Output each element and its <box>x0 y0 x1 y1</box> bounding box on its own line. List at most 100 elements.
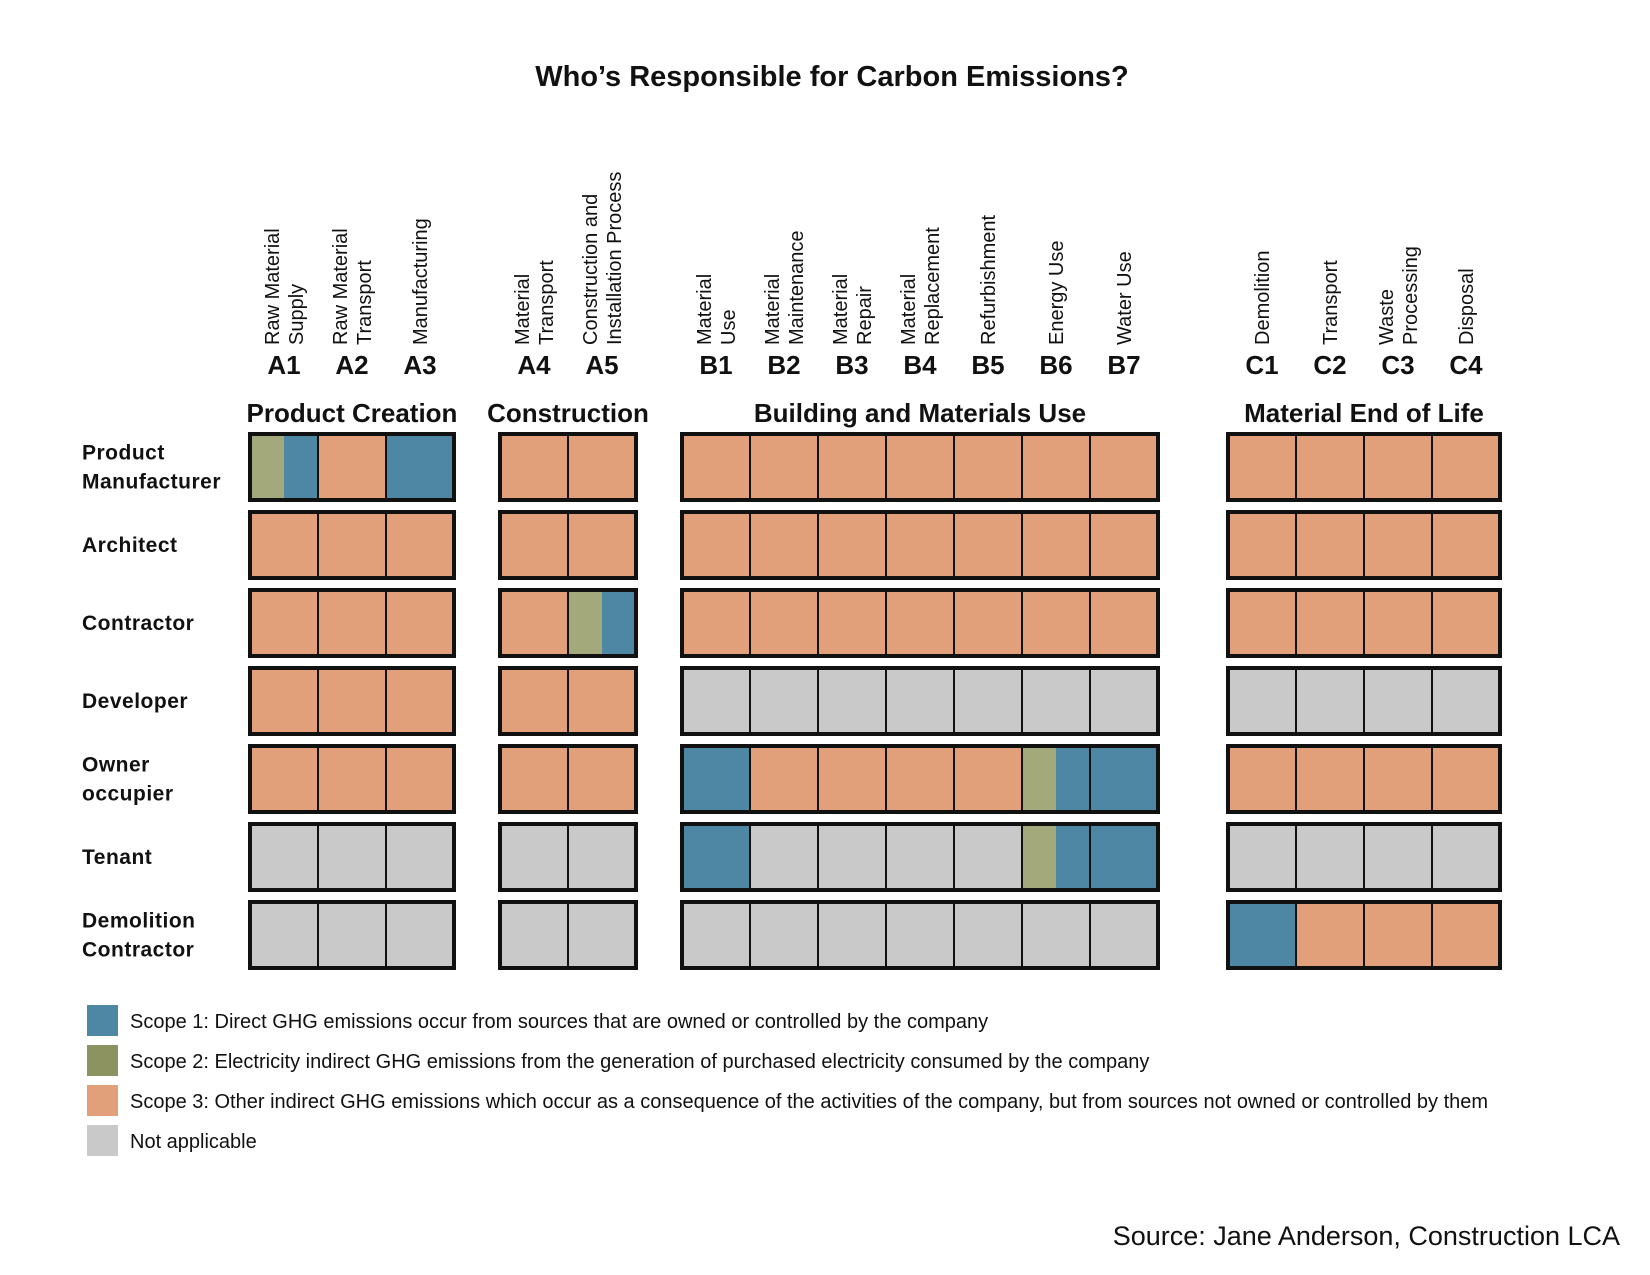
cell-4-a1 <box>250 668 318 734</box>
group-block-border-3-1 <box>248 588 456 658</box>
cell-3-b6 <box>1022 590 1090 656</box>
stage-label-a2-line2: Transport <box>354 260 376 345</box>
stage-label-b2-line1: Material <box>762 274 784 345</box>
cell-1-b4 <box>886 434 954 500</box>
group-block-border-2-1 <box>248 510 456 580</box>
cell-5-b6-part1 <box>1022 746 1056 812</box>
group-label-4: Material End of Life <box>1244 398 1484 428</box>
cell-2-b2 <box>750 512 818 578</box>
cell-4-b1 <box>682 668 750 734</box>
cell-5-a4 <box>500 746 568 812</box>
cell-6-b6-part2 <box>1056 824 1090 890</box>
cell-2-a5 <box>568 512 636 578</box>
stage-label-b1-line1: Material <box>694 274 716 345</box>
cell-6-c2 <box>1296 824 1364 890</box>
group-block-border-2-3 <box>680 510 1160 580</box>
cell-7-b1 <box>682 902 750 968</box>
group-block-border-2-4 <box>1226 510 1502 580</box>
stage-label-b3-line1: Material <box>830 274 852 345</box>
cell-4-c1 <box>1228 668 1296 734</box>
stage-label-b5-line1: Refurbishment <box>978 214 1000 345</box>
cell-2-c1 <box>1228 512 1296 578</box>
group-block-border-4-4 <box>1226 666 1502 736</box>
stage-code-b2: B2 <box>767 350 800 380</box>
stage-label-a1-line2: Supply <box>286 284 308 345</box>
cell-3-b2 <box>750 590 818 656</box>
cell-5-b7 <box>1090 746 1158 812</box>
cell-4-c3 <box>1364 668 1432 734</box>
cell-1-a1-part1 <box>250 434 284 500</box>
cell-1-c3 <box>1364 434 1432 500</box>
cell-1-a3 <box>386 434 454 500</box>
group-block-border-1-1 <box>248 432 456 502</box>
cell-4-a2 <box>318 668 386 734</box>
cell-7-a2 <box>318 902 386 968</box>
group-block-border-7-1 <box>248 900 456 970</box>
cell-2-c3 <box>1364 512 1432 578</box>
stage-labels: Raw Material Supply Raw Material Transport M… <box>262 172 1478 345</box>
cell-4-b5 <box>954 668 1022 734</box>
cell-3-c1 <box>1228 590 1296 656</box>
legend-swatch-scope3 <box>87 1085 118 1116</box>
cell-3-c3 <box>1364 590 1432 656</box>
group-block-border-3-2 <box>498 588 638 658</box>
cell-6-b7 <box>1090 824 1158 890</box>
group-block-border-4-1 <box>248 666 456 736</box>
cell-5-b4 <box>886 746 954 812</box>
cell-7-a4 <box>500 902 568 968</box>
legend-swatch-scope1 <box>87 1005 118 1036</box>
row-label-3-line1: Contractor <box>82 612 194 635</box>
legend-swatch-na <box>87 1125 118 1156</box>
row-label-7-line2: Contractor <box>82 939 194 962</box>
cell-6-b4 <box>886 824 954 890</box>
cell-4-a4 <box>500 668 568 734</box>
cell-5-a3 <box>386 746 454 812</box>
cell-5-b1 <box>682 746 750 812</box>
stage-code-c2: C2 <box>1313 350 1346 380</box>
group-block-border-2-2 <box>498 510 638 580</box>
cell-5-b2 <box>750 746 818 812</box>
cell-4-a5 <box>568 668 636 734</box>
cell-2-b4 <box>886 512 954 578</box>
cell-2-a1 <box>250 512 318 578</box>
cell-1-a1-part2 <box>284 434 318 500</box>
cell-7-a1 <box>250 902 318 968</box>
stage-codes: A1 A2 A3 A4 A5 B1 B2 B3 B4 B5 B6 B7 C1 C2 C3 C4 <box>267 350 1483 380</box>
group-block-border-1-3 <box>680 432 1160 502</box>
stage-code-a1: A1 <box>267 350 300 380</box>
stage-code-b1: B1 <box>699 350 732 380</box>
legend-label-scope1: Scope 1: Direct GHG emissions occur from… <box>130 1011 988 1033</box>
row-label-5-line2: occupier <box>82 783 174 806</box>
row-label-2-line1: Architect <box>82 534 178 557</box>
stage-label-a1-line1: Raw Material <box>262 228 284 345</box>
cell-7-b5 <box>954 902 1022 968</box>
group-block-border-6-4 <box>1226 822 1502 892</box>
stage-label-a2-line1: Raw Material <box>330 228 352 345</box>
cell-2-c4 <box>1432 512 1500 578</box>
cell-4-a3 <box>386 668 454 734</box>
stage-code-a2: A2 <box>335 350 368 380</box>
cell-6-c4 <box>1432 824 1500 890</box>
legend-swatch-scope2 <box>87 1045 118 1076</box>
cell-2-a3 <box>386 512 454 578</box>
stage-label-c1-line1: Demolition <box>1252 251 1274 345</box>
cell-3-a2 <box>318 590 386 656</box>
legend: Scope 1: Direct GHG emissions occur from… <box>87 1005 1488 1156</box>
cell-3-a5-part2 <box>602 590 636 656</box>
stage-code-b5: B5 <box>971 350 1004 380</box>
cell-1-b7 <box>1090 434 1158 500</box>
group-block-border-5-4 <box>1226 744 1502 814</box>
cell-5-c3 <box>1364 746 1432 812</box>
group-block-border-3-3 <box>680 588 1160 658</box>
cell-6-a3 <box>386 824 454 890</box>
cell-2-b5 <box>954 512 1022 578</box>
cell-1-c4 <box>1432 434 1500 500</box>
cell-1-a5 <box>568 434 636 500</box>
cell-4-b6 <box>1022 668 1090 734</box>
row-labels: Product Manufacturer Architect Contractor De… <box>82 442 221 962</box>
stage-label-c3-line1: Waste <box>1376 289 1398 345</box>
stage-label-c4-line1: Disposal <box>1456 268 1478 345</box>
cell-4-c2 <box>1296 668 1364 734</box>
cell-5-a5 <box>568 746 636 812</box>
